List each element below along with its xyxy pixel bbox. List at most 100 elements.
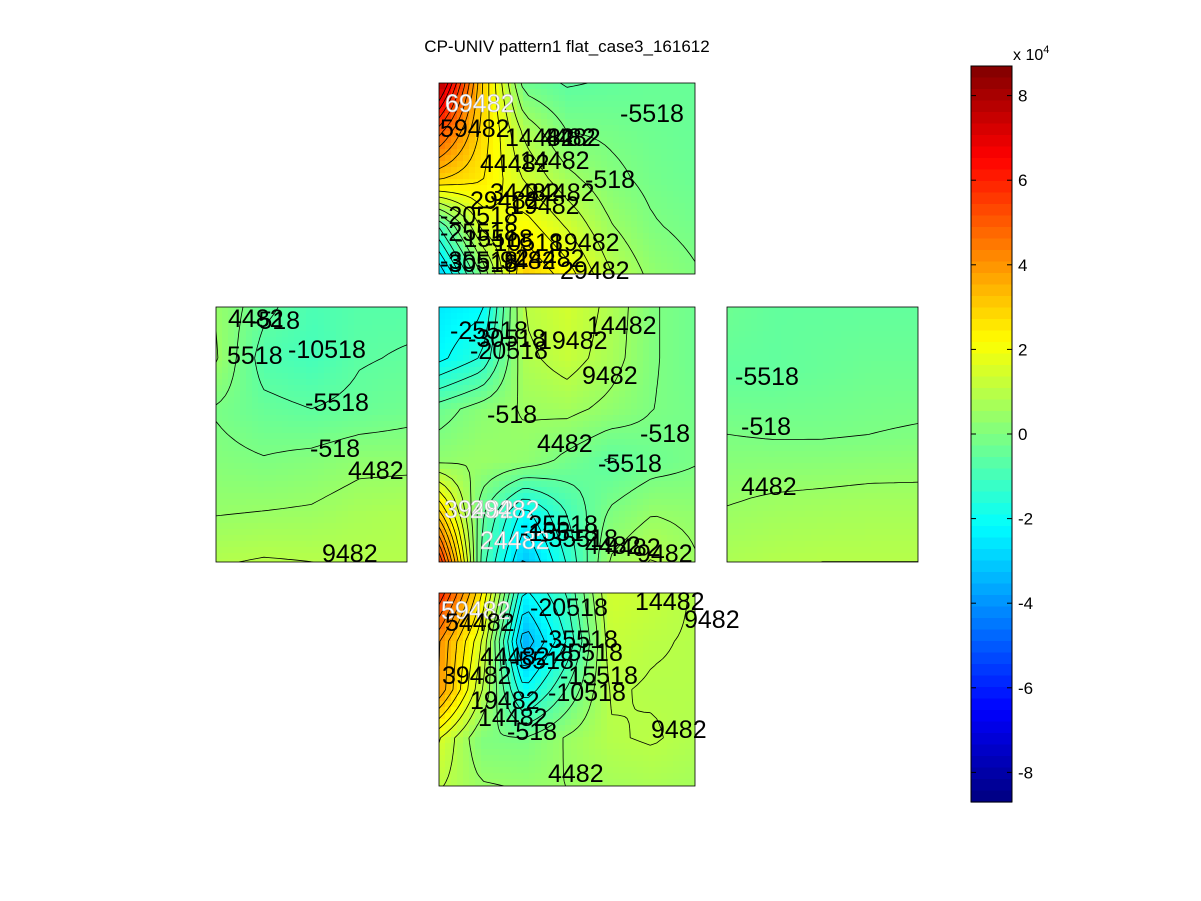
panel-cell <box>859 325 866 332</box>
panel-cell <box>553 269 560 274</box>
panel-cell <box>673 361 680 368</box>
panel-cell <box>631 391 638 398</box>
panel-cell <box>661 331 668 338</box>
panel-cell <box>469 101 476 108</box>
panel-cell <box>505 343 512 350</box>
panel-cell <box>384 475 391 482</box>
panel-cell <box>787 331 794 338</box>
panel-cell <box>865 337 872 344</box>
panel-cell <box>481 331 488 338</box>
panel-cell <box>763 307 770 314</box>
panel-cell <box>481 233 488 240</box>
panel-cell <box>463 251 470 258</box>
panel-cell <box>475 257 482 264</box>
panel-cell <box>294 433 301 440</box>
panel-cell <box>318 343 325 350</box>
panel-cell <box>517 385 524 392</box>
panel-cell <box>541 343 548 350</box>
panel-cell <box>751 349 758 356</box>
panel-cell <box>601 499 608 506</box>
panel-cell <box>481 343 488 350</box>
panel-cell <box>228 541 235 548</box>
panel-cell <box>469 505 476 512</box>
panel-cell <box>276 487 283 494</box>
panel-cell <box>264 343 271 350</box>
panel-cell <box>252 355 259 362</box>
panel-cell <box>499 367 506 374</box>
panel-cell <box>451 493 458 500</box>
panel-cell <box>625 227 632 234</box>
panel-cell <box>246 511 253 518</box>
panel-cell <box>679 269 686 274</box>
panel-cell <box>649 439 656 446</box>
panel-cell <box>366 307 373 314</box>
panel-cell <box>667 325 674 332</box>
panel-cell <box>487 113 494 120</box>
panel-cell <box>324 355 331 362</box>
panel-cell <box>613 433 620 440</box>
panel-cell <box>505 83 512 90</box>
panel-cell <box>493 89 500 96</box>
panel-cell <box>312 367 319 374</box>
panel-cell <box>475 367 482 374</box>
panel-cell <box>595 481 602 488</box>
panel-cell <box>402 523 407 530</box>
panel-cell <box>360 385 367 392</box>
panel-cell <box>583 481 590 488</box>
panel-cell <box>475 137 482 144</box>
panel-cell <box>481 215 488 222</box>
contour-label: 4482 <box>537 430 593 458</box>
panel-cell <box>294 373 301 380</box>
panel-cell <box>595 343 602 350</box>
panel-cell <box>396 409 403 416</box>
panel-cell <box>451 331 458 338</box>
panel-cell <box>553 245 560 252</box>
panel-cell <box>853 313 860 320</box>
panel-cell <box>445 553 452 560</box>
panel-cell <box>655 415 662 422</box>
panel-cell <box>451 397 458 404</box>
panel-cell <box>360 379 367 386</box>
panel-cell <box>547 487 554 494</box>
panel-cell <box>451 535 458 542</box>
panel-cell <box>613 523 620 530</box>
panel-cell <box>601 391 608 398</box>
panel-cell <box>384 403 391 410</box>
panel-cell <box>511 409 518 416</box>
panel-cell <box>661 325 668 332</box>
panel-cell <box>451 349 458 356</box>
panel-cell <box>348 487 355 494</box>
panel-cell <box>505 439 512 446</box>
panel-cell <box>445 143 452 150</box>
panel-cell <box>360 535 367 542</box>
panel-cell <box>439 325 446 332</box>
panel-cell <box>607 307 614 314</box>
panel-cell <box>547 331 554 338</box>
panel-cell <box>673 469 680 476</box>
panel-cell <box>282 397 289 404</box>
panel-cell <box>619 131 626 138</box>
panel-cell <box>469 451 476 458</box>
panel-cell <box>276 493 283 500</box>
panel-cell <box>523 553 530 560</box>
panel-cell <box>679 203 686 210</box>
panel-cell <box>354 343 361 350</box>
panel-cell <box>463 209 470 216</box>
panel-cell <box>336 529 343 536</box>
panel-cell <box>619 421 626 428</box>
panel-cell <box>685 349 692 356</box>
panel-cell <box>270 361 277 368</box>
panel-cell <box>571 385 578 392</box>
panel-cell <box>541 427 548 434</box>
panel-cell <box>655 257 662 264</box>
panel-cell <box>751 343 758 350</box>
panel-cell <box>673 559 680 562</box>
panel-cell <box>511 197 518 204</box>
panel-cell <box>330 505 337 512</box>
panel-cell <box>366 457 373 464</box>
panel-cell <box>601 101 608 108</box>
panel-cell <box>559 409 566 416</box>
panel-cell <box>451 263 458 270</box>
panel-cell <box>445 541 452 548</box>
panel-cell <box>655 559 662 562</box>
